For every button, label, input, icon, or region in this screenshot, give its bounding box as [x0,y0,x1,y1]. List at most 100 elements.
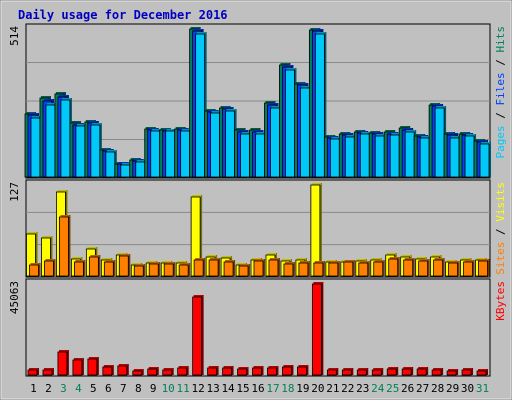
bar-sites-12 [193,258,206,277]
x-tick-label: 22 [341,382,354,395]
bar-sites-8 [133,264,146,277]
series-legend: Sites / Visits [494,182,507,275]
bar-sites-1 [29,263,41,277]
x-tick-label: 21 [326,382,339,395]
bar-kbytes-26 [401,367,414,376]
x-axis-tick-labels: 1 2 3 4 5 6 7 8 9 10 11 12 13 14 15 16 17 18 19 20 21 22 23 24 2… [30,382,489,395]
x-tick-label: 14 [221,382,235,395]
x-tick-label: 6 [105,382,112,395]
plot-area [25,278,491,377]
legend-pages: Pages [494,125,507,158]
bar-kbytes-22 [341,368,354,376]
bar-pages-12 [195,32,207,178]
bar-sites-16 [253,259,265,277]
x-tick-label: 16 [251,382,264,395]
bar-kbytes-11 [177,366,189,376]
bar-kbytes-25 [386,367,399,376]
series-legend: KBytes [494,281,507,321]
bar-sites-9 [148,262,161,277]
x-tick-label: 12 [192,382,205,395]
x-tick-label: 7 [120,382,127,395]
legend-visits: Visits [494,182,507,222]
x-tick-label: 25 [386,382,399,395]
y-max-label: 45063 [8,281,21,314]
bar-kbytes-8 [132,369,144,376]
bar-sites-7 [118,254,131,277]
bar-sites-3 [59,215,71,277]
bar-sites-25 [388,257,400,277]
bar-kbytes-15 [237,367,249,376]
bar-kbytes-1 [27,368,39,376]
x-tick-label: 26 [401,382,414,395]
bar-sites-13 [208,258,221,277]
legend-sites: Sites [494,242,507,275]
x-tick-label: 5 [90,382,97,395]
bar-kbytes-19 [297,365,309,376]
bar-kbytes-21 [326,368,339,376]
x-tick-label: 9 [150,382,157,395]
bar-sites-10 [163,262,176,277]
x-tick-label: 24 [371,382,385,395]
bar-sites-23 [358,261,370,277]
panel-3: 45063 KBytes [8,278,507,377]
x-tick-label: 30 [461,382,474,395]
bar-kbytes-24 [371,368,384,376]
x-tick-label: 20 [311,382,324,395]
panel-1: 514 Pages / Files / Hits [8,23,507,179]
bar-kbytes-13 [207,366,219,376]
bar-pages-31 [479,142,492,178]
bar-sites-2 [44,259,56,277]
x-tick-label: 10 [162,382,175,395]
x-tick-label: 23 [356,382,369,395]
bar-kbytes-23 [356,368,369,376]
y-max-label: 127 [8,182,21,202]
x-tick-label: 27 [416,382,429,395]
bar-kbytes-3 [57,350,69,376]
panels: 514 Pages / Files / Hits 127 Sites / Visits… [8,23,507,377]
bar-sites-24 [373,260,385,277]
bar-kbytes-28 [431,368,444,376]
bar-kbytes-7 [117,364,129,376]
bar-pages-20 [314,32,327,178]
x-tick-label: 8 [135,382,142,395]
x-tick-label: 11 [177,382,190,395]
panel-2: 127 Sites / Visits [8,179,507,278]
bar-kbytes-17 [267,366,279,376]
x-tick-label: 19 [296,382,309,395]
bar-sites-31 [478,259,490,277]
x-tick-label: 13 [206,382,219,395]
bar-kbytes-31 [476,369,489,376]
bar-sites-18 [283,262,295,277]
x-tick-label: 17 [266,382,279,395]
bar-kbytes-5 [87,357,99,376]
bar-sites-30 [463,260,475,277]
x-tick-label: 3 [60,382,67,395]
bar-kbytes-30 [461,368,474,376]
x-tick-label: 31 [476,382,489,395]
bar-kbytes-6 [102,365,114,376]
series-legend: Pages / Files / Hits [494,26,507,159]
bar-sites-29 [448,261,460,277]
bar-sites-20 [313,261,325,277]
y-max-label: 514 [8,26,21,46]
x-tick-label: 28 [431,382,444,395]
x-tick-label: 18 [281,382,294,395]
bar-kbytes-12 [192,295,204,376]
bar-sites-6 [103,260,116,277]
x-tick-label: 29 [446,382,459,395]
bar-sites-15 [238,264,251,277]
chart-title: Daily usage for December 2016 [18,8,228,22]
bar-sites-11 [178,263,191,277]
bar-kbytes-14 [222,366,234,376]
bar-kbytes-20 [311,282,324,376]
bar-kbytes-9 [147,367,159,376]
x-tick-label: 15 [236,382,249,395]
bar-kbytes-16 [252,366,264,376]
legend-kbytes: KBytes [494,281,507,321]
bar-sites-28 [433,258,445,277]
x-tick-label: 2 [45,382,52,395]
bar-kbytes-2 [42,368,54,376]
bar-sites-21 [328,261,340,277]
bar-sites-4 [73,260,86,277]
bar-sites-5 [88,255,101,277]
